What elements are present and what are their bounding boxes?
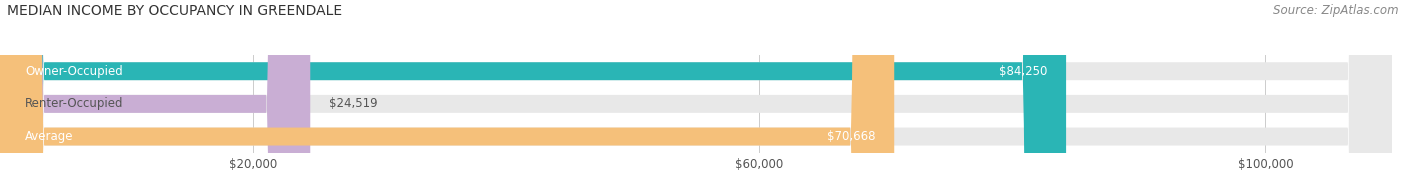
Text: $84,250: $84,250 (998, 65, 1047, 78)
Text: MEDIAN INCOME BY OCCUPANCY IN GREENDALE: MEDIAN INCOME BY OCCUPANCY IN GREENDALE (7, 4, 342, 18)
Text: Average: Average (25, 130, 73, 143)
Text: Source: ZipAtlas.com: Source: ZipAtlas.com (1274, 4, 1399, 17)
Text: $70,668: $70,668 (827, 130, 876, 143)
Text: $24,519: $24,519 (329, 97, 378, 110)
FancyBboxPatch shape (0, 0, 1066, 196)
FancyBboxPatch shape (0, 0, 894, 196)
Text: Owner-Occupied: Owner-Occupied (25, 65, 124, 78)
FancyBboxPatch shape (0, 0, 311, 196)
Text: Renter-Occupied: Renter-Occupied (25, 97, 124, 110)
